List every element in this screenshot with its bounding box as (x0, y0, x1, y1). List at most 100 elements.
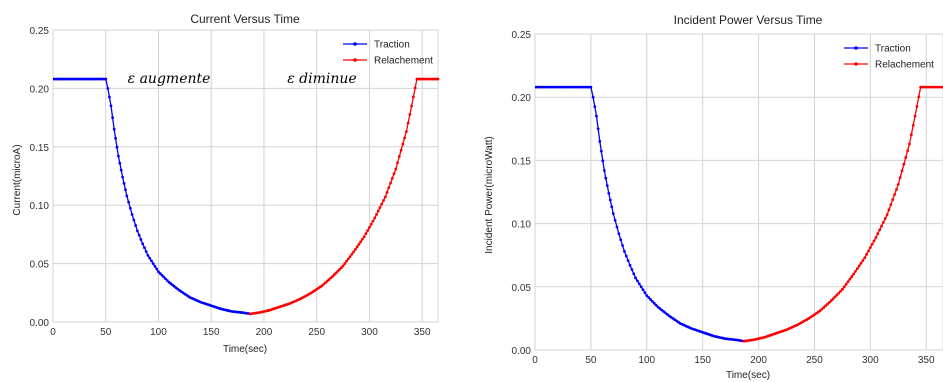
data-point-relachement (889, 203, 893, 207)
data-point-traction (108, 95, 111, 99)
data-point-traction (114, 136, 117, 140)
data-point-relachement (343, 262, 347, 265)
data-point-relachement (878, 228, 882, 232)
data-point-relachement (404, 130, 408, 134)
data-point-traction (645, 294, 649, 298)
x-tick-label: 350 (414, 327, 431, 338)
legend-marker (353, 58, 357, 62)
y-axis-label: Incident Power(microWatt) (484, 136, 495, 253)
data-point-relachement (364, 232, 368, 236)
x-tick-label: 350 (918, 355, 935, 366)
data-point-relachement (842, 285, 846, 289)
legend-marker (854, 46, 858, 50)
data-point-relachement (389, 181, 392, 185)
data-point-traction (613, 218, 617, 222)
data-point-traction (148, 256, 152, 260)
data-point-traction (652, 301, 656, 305)
data-point-relachement (865, 252, 869, 256)
data-point-traction (146, 254, 150, 257)
data-point-relachement (874, 236, 878, 239)
data-point-relachement (848, 277, 852, 281)
data-point-relachement (369, 222, 373, 226)
legend: Traction Relachement (844, 44, 934, 71)
x-tick-label: 150 (694, 355, 711, 366)
data-point-traction (605, 184, 609, 188)
data-point-traction (615, 225, 619, 229)
data-point-traction (128, 206, 132, 210)
data-point-relachement (829, 299, 833, 303)
legend-entry: Traction (875, 44, 911, 55)
x-tick-label: 300 (862, 355, 879, 366)
data-point-traction (144, 250, 148, 253)
data-point-relachement (382, 199, 385, 202)
data-point-relachement (385, 190, 389, 194)
x-tick-label: 100 (638, 355, 655, 366)
data-point-relachement (855, 267, 859, 271)
y-tick-label: 0.00 (512, 346, 532, 357)
data-point-relachement (403, 136, 406, 140)
data-point-traction (598, 140, 602, 143)
data-point-traction (125, 194, 129, 198)
data-point-traction (591, 95, 595, 99)
data-point-traction (643, 291, 647, 295)
y-tick-label: 0.10 (30, 201, 50, 212)
data-point-traction (151, 262, 155, 265)
data-point-relachement (883, 217, 887, 220)
data-point-relachement (839, 289, 842, 293)
data-point-traction (111, 116, 114, 119)
data-point-relachement (913, 114, 917, 118)
data-point-traction (619, 238, 623, 242)
annotation: ε diminue (287, 71, 356, 87)
data-point-traction (604, 176, 608, 180)
data-point-traction (130, 213, 134, 216)
data-point-relachement (355, 245, 359, 249)
data-point-relachement (850, 275, 854, 279)
data-point-traction (153, 264, 157, 268)
data-point-relachement (357, 242, 361, 246)
data-point-traction (119, 168, 123, 172)
x-tick-label: 50 (585, 355, 597, 366)
data-point-traction (122, 182, 126, 185)
data-point-traction (593, 105, 597, 109)
data-point-relachement (366, 229, 370, 232)
data-point-traction (132, 218, 136, 222)
data-point-traction (602, 169, 606, 172)
y-tick-label: 0.20 (30, 84, 50, 95)
data-point-relachement (827, 300, 831, 304)
data-point-relachement (844, 282, 848, 286)
data-point-relachement (331, 275, 334, 278)
data-point-traction (626, 259, 630, 263)
data-point-relachement (876, 232, 880, 236)
data-point-relachement (401, 142, 405, 146)
y-tick-label: 0.15 (512, 156, 532, 167)
data-point-traction (589, 85, 593, 89)
data-point-relachement (334, 271, 338, 275)
legend-marker (353, 42, 357, 46)
data-point-traction (141, 242, 145, 246)
data-point-traction (596, 127, 600, 131)
data-point-traction (106, 87, 110, 90)
x-tick-label: 0 (532, 355, 538, 366)
data-point-relachement (893, 193, 896, 196)
data-point-relachement (396, 161, 399, 165)
data-point-relachement (346, 257, 350, 261)
data-point-relachement (857, 264, 861, 268)
x-tick-label: 200 (750, 355, 767, 366)
data-point-relachement (891, 198, 895, 201)
data-point-traction (634, 276, 637, 280)
legend-entry: Relachement (374, 56, 433, 67)
data-point-relachement (406, 121, 410, 125)
data-point-relachement (341, 264, 345, 268)
data-point-relachement (904, 156, 908, 159)
data-point-traction (158, 272, 162, 275)
x-tick-label: 50 (100, 327, 112, 338)
data-point-relachement (841, 287, 844, 291)
data-point-relachement (896, 183, 900, 186)
data-point-relachement (352, 250, 356, 254)
y-tick-label: 0.15 (30, 143, 50, 154)
data-point-traction (621, 244, 624, 247)
data-point-relachement (908, 142, 911, 146)
data-point-relachement (854, 270, 857, 273)
data-point-traction (150, 259, 153, 263)
legend-entry: Relachement (875, 60, 934, 71)
